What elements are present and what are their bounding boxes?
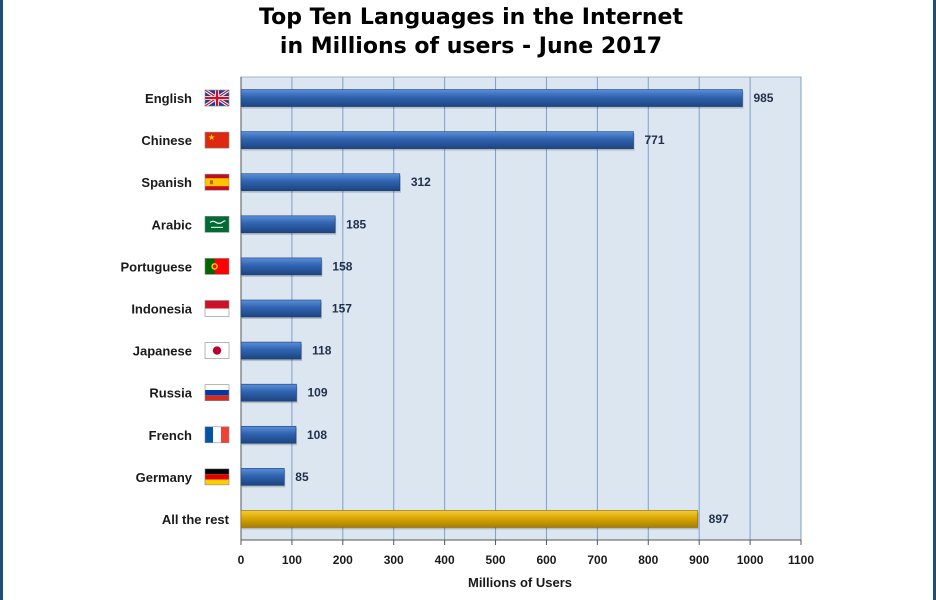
bar-value-label: 771 xyxy=(645,133,665,147)
china-flag-icon: ★ xyxy=(204,131,230,149)
x-tick-label: 700 xyxy=(587,553,607,567)
category-label: Indonesia xyxy=(131,302,192,317)
bar-value-label: 108 xyxy=(307,428,327,442)
uk-flag-icon xyxy=(204,88,230,108)
bar-value-label: 312 xyxy=(411,175,431,189)
x-tick-label: 800 xyxy=(638,553,658,567)
x-tick-label: 900 xyxy=(689,553,709,567)
russia-flag-icon xyxy=(204,384,230,401)
bar xyxy=(240,257,322,276)
category-label: French xyxy=(149,428,192,443)
x-tick-label: 1100 xyxy=(788,553,814,567)
bar xyxy=(240,215,336,234)
x-tick-label: 1000 xyxy=(737,553,764,567)
bar xyxy=(240,89,743,107)
x-tick-label: 0 xyxy=(238,553,245,567)
bar xyxy=(240,425,297,444)
x-tick-label: 500 xyxy=(486,553,506,567)
bar-value-label: 158 xyxy=(332,259,352,273)
spain-flag-icon xyxy=(204,173,230,191)
chart-title-block: Top Ten Languages in the Internet in Mil… xyxy=(3,3,936,61)
bar-value-label: 985 xyxy=(753,91,773,105)
x-tick-label: 200 xyxy=(333,553,353,567)
bar xyxy=(240,383,297,402)
bar xyxy=(240,341,302,360)
bar xyxy=(240,299,322,318)
bar xyxy=(240,131,634,149)
category-label: English xyxy=(145,91,192,106)
bar-value-label: 157 xyxy=(332,302,352,316)
x-axis-label: Millions of Users xyxy=(468,575,572,590)
bar xyxy=(240,510,698,528)
bar xyxy=(240,468,285,486)
category-label: Russia xyxy=(149,386,192,401)
japan-flag-icon xyxy=(204,342,230,359)
bar xyxy=(240,173,401,192)
x-tick-label: 100 xyxy=(282,553,302,567)
category-label: Portuguese xyxy=(120,259,192,274)
category-label: Spanish xyxy=(141,175,192,190)
bar-value-label: 109 xyxy=(307,386,327,400)
category-label: Chinese xyxy=(141,133,192,148)
indonesia-flag-icon xyxy=(204,300,230,317)
category-label: Arabic xyxy=(152,217,192,232)
category-label: All the rest xyxy=(162,512,230,527)
portugal-flag-icon xyxy=(204,258,230,275)
bar-value-label: 185 xyxy=(346,217,366,231)
plot-area: 0 100 200 300 400 500 600 700 800 900 1000 1100 985 E… xyxy=(120,76,814,567)
svg-text:★: ★ xyxy=(208,133,215,142)
category-label: Japanese xyxy=(133,344,192,359)
germany-flag-icon xyxy=(204,468,230,486)
x-tick-label: 600 xyxy=(536,553,556,567)
category-label: Germany xyxy=(136,470,193,485)
france-flag-icon xyxy=(204,426,230,444)
bar-value-label: 118 xyxy=(312,344,332,358)
chart-subtitle: in Millions of users - June 2017 xyxy=(279,34,663,59)
saudi-flag-icon xyxy=(204,216,230,233)
chart-title: Top Ten Languages in the Internet xyxy=(259,5,683,30)
bar-value-label: 897 xyxy=(709,512,729,526)
x-tick-label: 300 xyxy=(384,553,404,567)
x-tick-label: 400 xyxy=(435,553,455,567)
bar-value-label: 85 xyxy=(295,470,309,484)
plot-background xyxy=(240,76,802,541)
